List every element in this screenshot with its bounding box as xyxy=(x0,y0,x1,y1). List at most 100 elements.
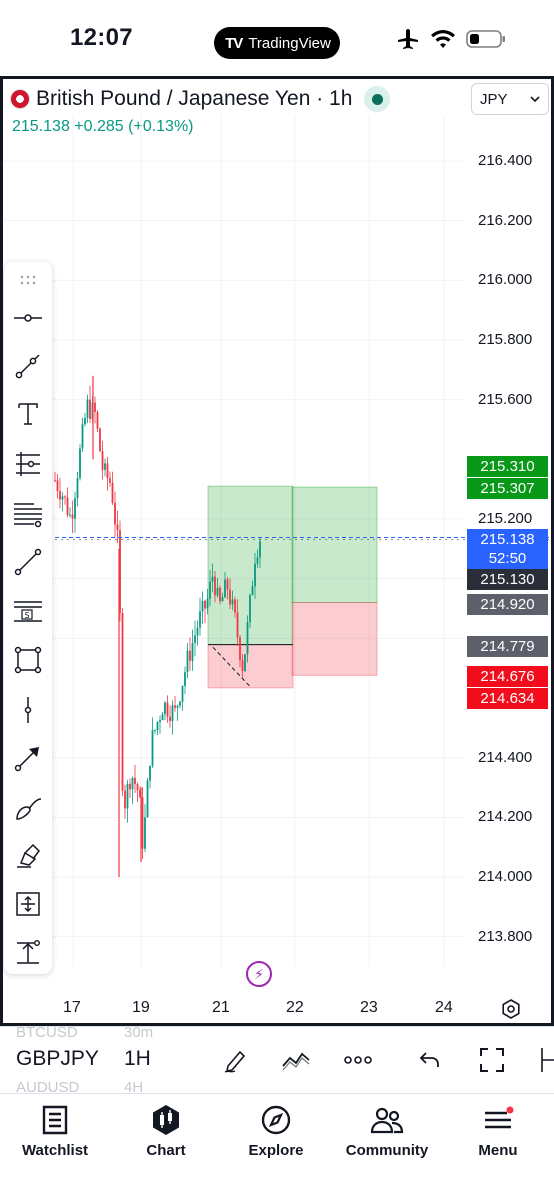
chart-frame xyxy=(0,76,554,1026)
battery-icon xyxy=(466,30,505,48)
candle-down xyxy=(204,600,206,609)
nav-watchlist-label: Watchlist xyxy=(21,1142,89,1159)
candle-down xyxy=(134,777,136,785)
bar-countdown-tag: 52:50 xyxy=(467,548,548,569)
take-profit-tag-2: 215.307 xyxy=(467,478,548,499)
candle-down xyxy=(116,524,119,531)
candle-up xyxy=(259,541,261,558)
profit-zone xyxy=(291,486,378,604)
more-options-icon[interactable] xyxy=(342,1044,374,1076)
drawing-toolbar: S xyxy=(4,262,52,974)
time-axis-label: 23 xyxy=(360,999,378,1016)
candle-down xyxy=(111,482,114,503)
candle-down xyxy=(59,490,61,500)
price-axis-label: 216.200 xyxy=(478,211,533,229)
brush-icon[interactable] xyxy=(12,792,44,824)
candle-up xyxy=(84,417,86,425)
symbol-header[interactable]: British Pound / Japanese Yen · 1h xyxy=(10,86,391,112)
indicators-icon[interactable] xyxy=(280,1044,312,1076)
text-tool-icon[interactable] xyxy=(12,398,44,430)
measure-icon[interactable] xyxy=(12,888,44,920)
app-pill-label: TradingView xyxy=(248,34,331,52)
candle-up xyxy=(176,705,179,708)
currency-select[interactable]: JPY xyxy=(471,83,549,115)
candle-up xyxy=(144,817,146,849)
arrow-icon[interactable] xyxy=(12,742,44,774)
fib-retracement-icon[interactable]: S xyxy=(12,596,44,628)
level-tag-a: 215.130 xyxy=(467,569,548,590)
candle-down xyxy=(236,612,239,638)
price-axis-label: 214.000 xyxy=(478,868,533,885)
candle-down xyxy=(174,705,176,708)
interval-picker[interactable]: 1H xyxy=(124,1047,151,1070)
candle-down xyxy=(124,790,126,809)
watchlist-icon xyxy=(42,1105,68,1135)
pitchfork-icon[interactable] xyxy=(12,448,44,480)
candle-up xyxy=(194,635,196,644)
nav-explore[interactable]: Explore xyxy=(221,1102,331,1159)
ghost-interval-above[interactable]: 30m xyxy=(124,1024,154,1041)
candle-down xyxy=(106,463,109,479)
candlestick-chart[interactable] xyxy=(3,115,551,995)
highlighter-icon[interactable] xyxy=(12,840,44,872)
nav-chart[interactable]: Chart xyxy=(111,1102,221,1159)
candle-up xyxy=(184,672,186,686)
price-axis-label: 215.200 xyxy=(478,510,533,527)
nav-community[interactable]: Community xyxy=(332,1102,442,1159)
candle-up xyxy=(69,514,71,516)
loss-zone xyxy=(207,644,294,689)
nav-watchlist[interactable]: Watchlist xyxy=(0,1102,110,1159)
current-price-tag: 215.138 xyxy=(467,529,548,550)
candle-down xyxy=(189,650,191,661)
candle-up xyxy=(206,598,209,609)
uk-flag-icon xyxy=(10,89,30,109)
drawing-pen-icon[interactable] xyxy=(220,1044,252,1076)
nav-menu[interactable]: Menu xyxy=(443,1102,553,1159)
status-bar: 12:07 TV TradingView xyxy=(0,0,554,76)
stop-loss-tag-2: 214.634 xyxy=(467,688,548,709)
ghost-symbol-below[interactable]: AUDUSD xyxy=(16,1079,80,1096)
candle-down xyxy=(241,660,244,672)
candle-up xyxy=(224,579,226,598)
candle-down xyxy=(66,497,69,515)
parallel-channel-icon[interactable] xyxy=(12,498,44,530)
candle-up xyxy=(211,576,214,582)
candle-down xyxy=(229,589,231,605)
position-zones[interactable] xyxy=(207,485,378,689)
lightning-icon[interactable]: ⚡ xyxy=(246,961,272,987)
candle-down xyxy=(89,399,91,420)
fullscreen-icon[interactable] xyxy=(476,1044,508,1076)
rectangle-icon[interactable] xyxy=(12,644,44,676)
symbol-picker[interactable]: GBPJPY xyxy=(16,1047,99,1070)
ghost-symbol-above[interactable]: BTCUSD xyxy=(16,1024,78,1041)
candle-down xyxy=(136,784,139,791)
line-icon[interactable] xyxy=(12,546,44,578)
candle-up xyxy=(76,477,79,499)
candle-down xyxy=(109,478,111,483)
candle-down xyxy=(99,428,101,452)
market-open-icon xyxy=(364,86,391,112)
candle-up xyxy=(79,448,81,478)
trend-line-icon[interactable] xyxy=(12,350,44,382)
candle-down xyxy=(101,451,104,470)
vertical-line-icon[interactable] xyxy=(12,694,44,726)
candle-up xyxy=(126,783,129,809)
horizontal-ray-icon[interactable] xyxy=(12,302,44,334)
candle-up xyxy=(186,650,189,673)
grip-icon[interactable] xyxy=(12,264,44,296)
chart-settings-icon[interactable] xyxy=(500,998,522,1020)
candle-down xyxy=(94,402,96,413)
long-position-icon[interactable] xyxy=(12,936,44,968)
candle-up xyxy=(246,622,249,655)
candle-up xyxy=(61,496,64,500)
ghost-interval-below[interactable]: 4H xyxy=(124,1079,144,1096)
candle-down xyxy=(119,530,121,614)
compass-icon xyxy=(261,1105,291,1135)
stop-loss-tag: 214.676 xyxy=(467,666,548,687)
overflow-panel-icon[interactable] xyxy=(536,1044,554,1076)
app-pill[interactable]: TV TradingView xyxy=(214,27,340,59)
undo-icon[interactable] xyxy=(414,1044,446,1076)
candle-up xyxy=(256,557,259,564)
time-axis-label: 17 xyxy=(63,999,81,1016)
candle-up xyxy=(81,424,84,449)
